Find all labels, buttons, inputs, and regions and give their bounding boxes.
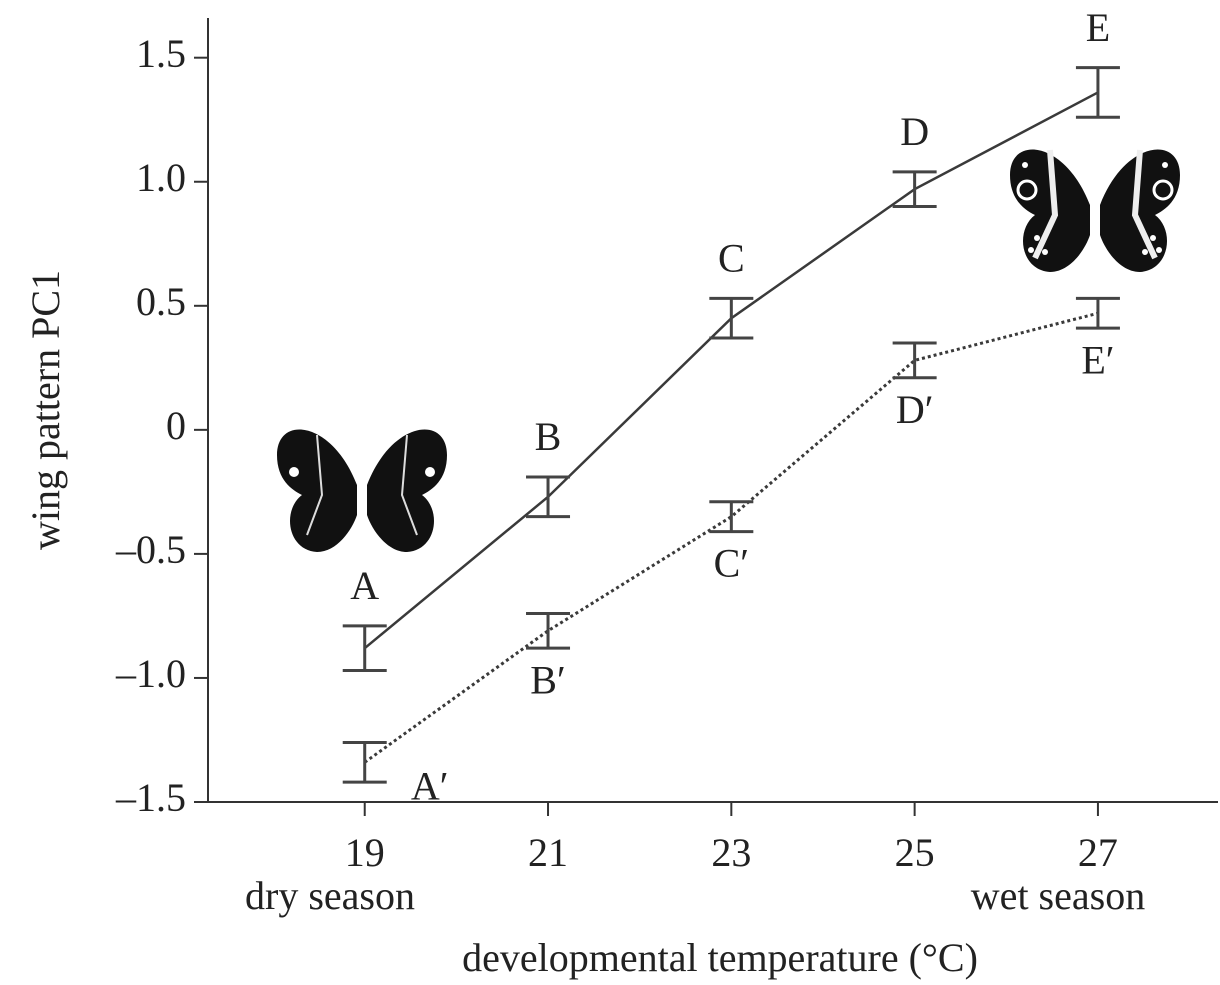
series-line (365, 313, 1098, 762)
point-label: C′ (714, 541, 749, 586)
y-tick-label: –1.0 (115, 651, 186, 696)
error-bar (343, 742, 387, 782)
point-label: D (900, 109, 929, 154)
x-axis-label: developmental temperature (°C) (462, 935, 978, 980)
y-tick-label: 0.5 (136, 279, 186, 324)
y-tick-label: 1.0 (136, 155, 186, 200)
point-label: E (1086, 5, 1110, 50)
point-label: B′ (530, 657, 565, 702)
point-label: E′ (1081, 337, 1114, 382)
point-label: A′ (411, 763, 449, 808)
y-tick-label: –0.5 (115, 527, 186, 572)
point-label: D′ (896, 387, 934, 432)
y-tick-label: 0 (166, 403, 186, 448)
point-label: C (718, 236, 745, 281)
point-label: A (350, 563, 379, 608)
season-label: wet season (971, 873, 1145, 918)
dry-butterfly-icon (277, 430, 447, 552)
point-label: B (535, 414, 562, 459)
chart: developmental temperature (°C) wing patt… (0, 0, 1220, 985)
x-tick-label: 23 (711, 830, 751, 875)
x-tick-label: 21 (528, 830, 568, 875)
y-tick-label: –1.5 (115, 775, 186, 820)
y-tick-label: 1.5 (136, 31, 186, 76)
season-label: dry season (245, 873, 415, 918)
error-bar (1076, 68, 1120, 118)
x-tick-label: 19 (345, 830, 385, 875)
y-axis-label: wing pattern PC1 (23, 270, 68, 550)
wet-butterfly-icon (1010, 150, 1180, 272)
x-tick-label: 27 (1078, 830, 1118, 875)
error-bar (1076, 298, 1120, 328)
error-bar (343, 626, 387, 671)
x-tick-label: 25 (895, 830, 935, 875)
